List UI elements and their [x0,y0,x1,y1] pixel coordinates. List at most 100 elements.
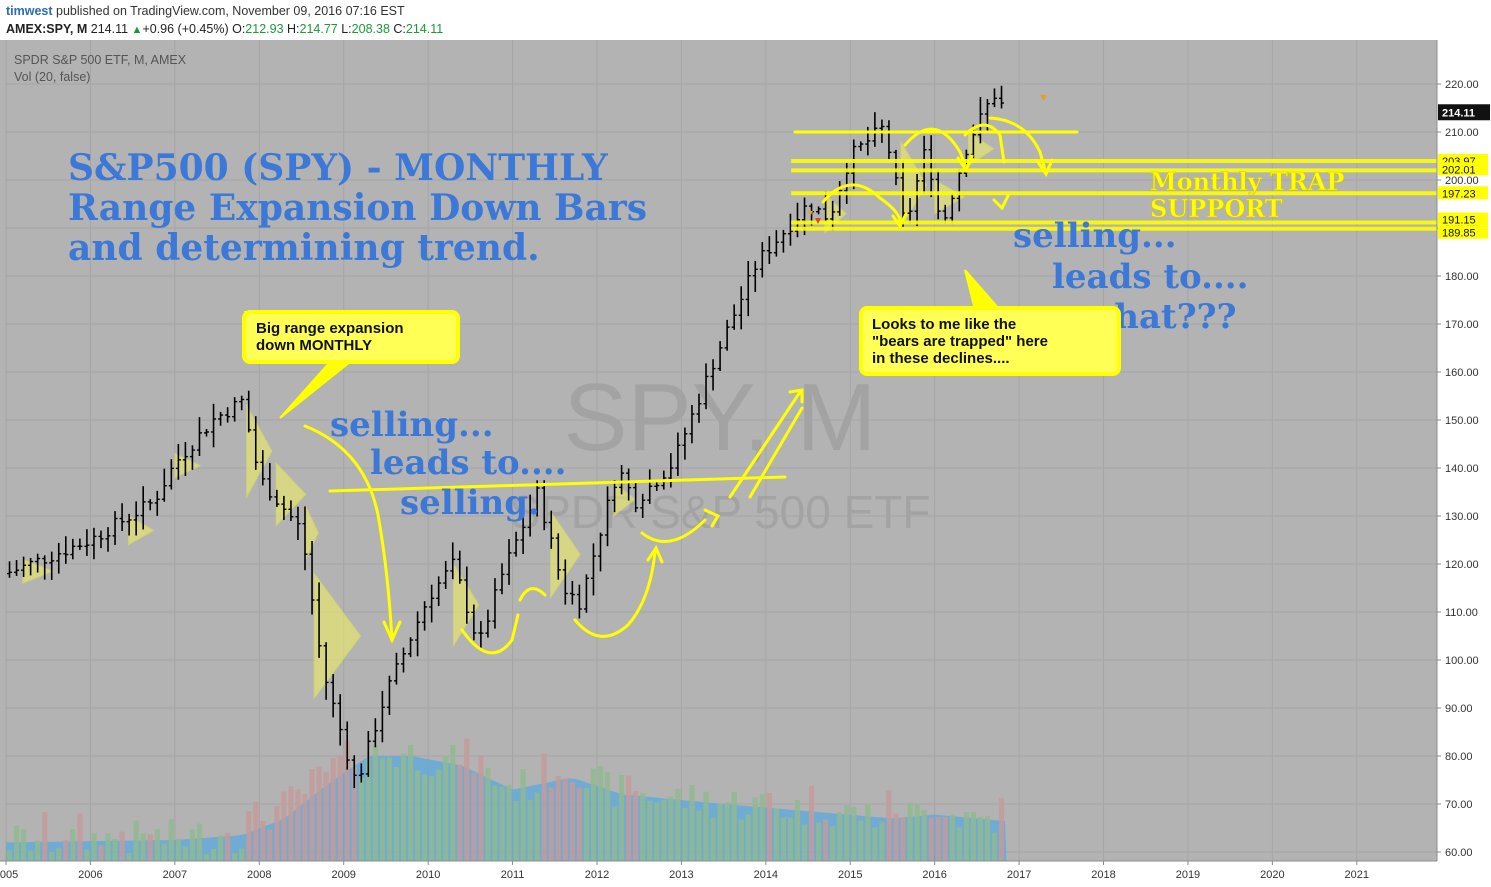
author-link[interactable]: timwest [6,4,53,18]
arc-2 [821,183,902,224]
volume-bar [372,744,378,861]
ohlc-bar [450,542,456,580]
series-legend[interactable]: SPDR S&P 500 ETF, M, AMEX [14,53,187,67]
price-tick-label: 60.00 [1445,847,1473,859]
time-tick-label: 2005 [0,869,18,881]
ohlc-bar [351,755,357,789]
volume-bar [865,803,871,861]
ohlc-bar [443,560,449,590]
arrowhead-2 [646,544,664,564]
ohlc-bar [260,450,266,486]
volume-bar [773,808,779,861]
volume-bar [457,764,463,861]
ohlc-bar [471,604,477,641]
ohlc-bar [464,566,470,624]
volume-bar [203,854,210,861]
volume-bar [879,821,885,861]
arrowhead-1 [382,620,402,644]
volume-bar [541,753,547,861]
volume-bar [745,814,751,861]
volume-bar [316,766,322,861]
price-chart[interactable]: SPY, M SPDR S&P 500 ETF S&P500 (SPY) - M… [0,40,1491,887]
price-tick-label: 90.00 [1445,703,1473,715]
ohlc-bar [358,763,364,783]
price-label: 189.85 [1442,228,1476,240]
ohlc-bar [365,730,371,777]
arc-3 [903,127,967,167]
mid-text-3: selling. [400,483,540,523]
callout-2-box [859,306,1121,376]
ohlc-bar [752,260,758,293]
range-expansion-triangle [900,139,927,230]
volume-bar [98,845,104,861]
last-price-label: 214.11 [1442,107,1475,119]
volume-bar [344,740,350,861]
volume-bar [682,807,688,861]
volume-bar [851,806,857,861]
markers [808,95,1047,224]
price-tick-label: 110.00 [1445,607,1478,619]
ohlc-bar [133,501,139,536]
title-annotation: S&P500 (SPY) - MONTHLY Range Expansion D… [68,147,647,269]
ohlc-bar [696,393,702,423]
ohlc-bar [605,486,611,547]
ohlc-bar [576,584,582,619]
price-tick-label: 130.00 [1445,511,1479,523]
volume-bar [506,784,512,861]
ohlc-bar [991,88,997,108]
volume-bar [126,852,132,861]
ohlc-bar [309,541,315,615]
volume-bar [710,817,716,861]
callout-1-box [242,310,460,364]
right-text-2: leads to.... [1052,257,1248,297]
volume-bar [970,812,976,861]
ohlc-bar [316,582,322,658]
volume-bar [478,755,484,861]
right-annotation: selling... leads to.... what??? [1013,216,1248,337]
ohlc-bar [689,404,695,444]
volume-bar [675,788,681,861]
volume-bar [555,776,561,861]
volume-bar [161,843,167,861]
volume-bar [246,811,252,861]
symbol-label[interactable]: AMEX:SPY, M [6,22,88,36]
ohlc-bar [478,621,484,648]
ohlc-bar [56,542,62,574]
volume-bar [422,774,428,861]
ohlc-bar [70,538,76,560]
volume-bar [921,809,927,861]
ohlc-bar [281,495,287,520]
low-value: 208.38 [351,22,390,36]
volume-bar [133,820,139,861]
indicator-legend[interactable]: Vol (20, false) [14,70,90,84]
ohlc-bar [84,529,90,556]
arrowhead-7 [1036,158,1054,178]
ohlc-bar [780,229,786,253]
ohlc-bar [597,532,603,572]
ohlc-bar [738,286,744,330]
ohlc-bar [520,510,526,554]
volume-bar [872,827,878,861]
ohlc-bar [49,551,55,580]
volume-bar [815,822,822,861]
ohlc-bar [654,480,660,491]
volume-bar [893,813,899,861]
ohlc-bar [218,411,224,426]
small-arc-1 [518,587,547,602]
watermark-name: SPDR S&P 500 ETF [510,486,931,538]
volume-bar [288,786,294,861]
price-label: 202.01 [1442,164,1476,176]
u-curve-1 [460,613,520,655]
ohlc-bar [14,560,20,576]
ohlc-bar [379,690,385,743]
volume-bar [393,767,400,861]
volume-bar [112,839,118,861]
volume-bar [956,827,962,861]
ohlc-bar [619,465,625,495]
time-tick-label: 2014 [754,869,778,881]
price-label-box [1438,162,1488,176]
ohlc-bar [189,445,195,470]
u-curve-3 [640,518,707,543]
last-price-box [1438,104,1490,121]
volume-bar [928,818,934,861]
